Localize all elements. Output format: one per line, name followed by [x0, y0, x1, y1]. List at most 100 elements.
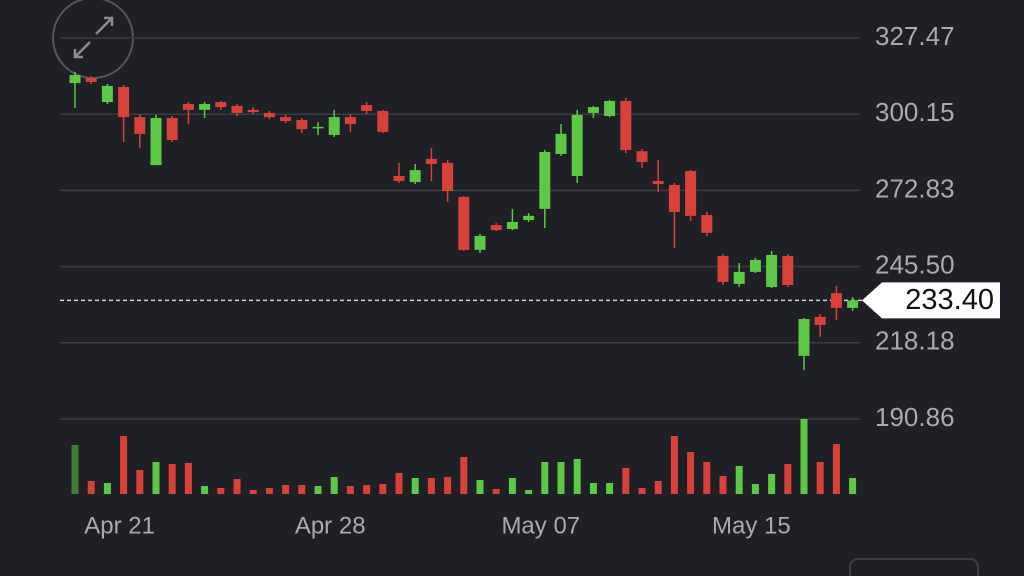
candle-body [263, 112, 275, 118]
candle-body [539, 151, 551, 209]
candle [85, 76, 97, 84]
candle-body [442, 162, 454, 192]
volume-bar [71, 445, 79, 494]
candle [377, 109, 389, 134]
candle [393, 162, 405, 183]
volume-bar [622, 468, 630, 494]
candle [539, 150, 551, 229]
y-tick-label: 272.83 [875, 173, 955, 203]
candle [118, 85, 130, 142]
volume-bar [508, 478, 516, 494]
candle-body [328, 117, 340, 135]
candle [685, 170, 697, 221]
candle-body [166, 117, 178, 140]
volume-bar [233, 479, 241, 494]
candle [620, 97, 632, 154]
candle [830, 285, 842, 320]
candle-body [134, 117, 146, 134]
volume-bar [784, 464, 792, 494]
candle-body [231, 105, 243, 113]
candle [296, 117, 308, 134]
candle [263, 110, 275, 120]
candle-body [620, 100, 632, 151]
volume-bar [460, 457, 468, 494]
candle [182, 102, 194, 125]
last-price-label: 233.40 [905, 284, 994, 316]
candle [506, 208, 518, 231]
candle [652, 160, 664, 192]
candle-body [409, 170, 421, 183]
candle [280, 114, 292, 123]
volume-bar [606, 483, 614, 494]
x-tick-label: Apr 28 [295, 512, 366, 539]
candle-body [782, 256, 794, 286]
volume-bar [849, 478, 857, 494]
candle [847, 297, 859, 311]
candle [733, 262, 745, 287]
candle [328, 109, 340, 137]
candle [166, 116, 178, 142]
expand-icon[interactable] [73, 16, 114, 59]
volume-bar [298, 485, 306, 494]
volume-bar [541, 462, 549, 494]
volume-bar [444, 477, 452, 494]
candle-body [733, 271, 745, 284]
y-tick-label: 327.47 [875, 21, 955, 51]
x-tick-label: May 07 [501, 512, 580, 539]
candle [344, 114, 356, 132]
candle-body [749, 259, 761, 272]
candle-body [69, 75, 81, 84]
candle-body [393, 175, 405, 181]
candle [361, 102, 373, 115]
candle [312, 122, 324, 135]
volume-bar [103, 483, 111, 494]
bottom-button[interactable] [849, 558, 979, 576]
candle-body [150, 117, 162, 166]
volume-bar [168, 464, 176, 494]
candle-body [344, 117, 356, 125]
volume-bar [346, 486, 354, 494]
candle-body [555, 133, 567, 154]
candle-body [377, 110, 389, 132]
volume-bar [670, 436, 678, 494]
candle [490, 223, 502, 231]
y-tick-label: 300.15 [875, 97, 955, 127]
candle [425, 148, 437, 181]
candle-body [458, 196, 470, 250]
volume-bar [87, 481, 95, 494]
candle [523, 213, 535, 222]
candle-body [247, 109, 259, 113]
last-price-box [862, 282, 1000, 319]
candle [69, 71, 81, 108]
candle-body [199, 104, 211, 110]
candle-body [474, 235, 486, 250]
candle-body [604, 100, 616, 117]
candle-body [85, 78, 97, 82]
volume-bar [751, 484, 759, 494]
candle [231, 104, 243, 117]
candle-body [182, 104, 194, 110]
volume-bar [363, 485, 371, 494]
candle [555, 124, 567, 156]
volume-bar [136, 470, 144, 494]
y-tick-label: 218.18 [875, 326, 955, 356]
candle-body [101, 85, 113, 103]
candle-body [587, 107, 599, 113]
candle [814, 314, 826, 337]
candle-body [717, 256, 729, 282]
volume-bar [314, 486, 322, 494]
volume-bar [217, 488, 225, 494]
candle [798, 317, 810, 371]
candle [215, 100, 227, 110]
candle-body [685, 170, 697, 216]
candle-body [636, 151, 648, 163]
candle-body [668, 184, 680, 212]
candle-body [571, 114, 583, 176]
volume-bar [395, 473, 403, 494]
candle [150, 114, 162, 166]
volume-bar [816, 462, 824, 494]
volume-bar [525, 490, 533, 494]
volume-bar [427, 478, 435, 494]
volume-bar [719, 476, 727, 494]
